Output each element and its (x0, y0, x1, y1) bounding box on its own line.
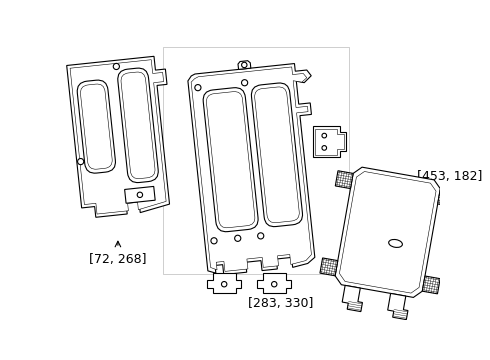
Polygon shape (207, 273, 241, 293)
Polygon shape (340, 171, 436, 293)
Ellipse shape (389, 239, 402, 247)
FancyBboxPatch shape (251, 83, 302, 227)
FancyBboxPatch shape (203, 87, 258, 232)
Polygon shape (67, 56, 170, 217)
Bar (163, 47, 349, 274)
Circle shape (221, 282, 227, 287)
Polygon shape (257, 273, 291, 293)
Circle shape (235, 235, 241, 241)
Polygon shape (313, 126, 346, 157)
FancyBboxPatch shape (206, 91, 255, 228)
Bar (438, 189, 456, 207)
FancyBboxPatch shape (80, 84, 112, 169)
Bar (320, 258, 338, 276)
FancyBboxPatch shape (77, 80, 116, 173)
Circle shape (258, 233, 264, 239)
Polygon shape (70, 60, 166, 214)
Circle shape (242, 62, 247, 68)
Polygon shape (388, 293, 408, 320)
Circle shape (195, 85, 201, 91)
Circle shape (271, 282, 277, 287)
Circle shape (211, 238, 217, 244)
Polygon shape (315, 129, 343, 155)
Polygon shape (342, 285, 363, 312)
Bar (124, 186, 155, 203)
Circle shape (137, 192, 143, 198)
Text: [72, 268]: [72, 268] (89, 253, 147, 266)
Bar (422, 276, 440, 294)
Text: [283, 330]: [283, 330] (248, 297, 313, 310)
FancyBboxPatch shape (121, 72, 155, 179)
FancyBboxPatch shape (255, 87, 299, 223)
Text: [453, 182]: [453, 182] (416, 170, 482, 183)
Bar (335, 171, 353, 189)
Circle shape (242, 80, 247, 86)
Circle shape (322, 145, 327, 150)
Polygon shape (188, 64, 315, 275)
Polygon shape (335, 167, 441, 297)
Circle shape (77, 158, 84, 165)
FancyBboxPatch shape (118, 68, 158, 183)
Circle shape (113, 63, 120, 69)
Polygon shape (191, 67, 312, 271)
Circle shape (322, 133, 327, 138)
Polygon shape (238, 61, 251, 69)
